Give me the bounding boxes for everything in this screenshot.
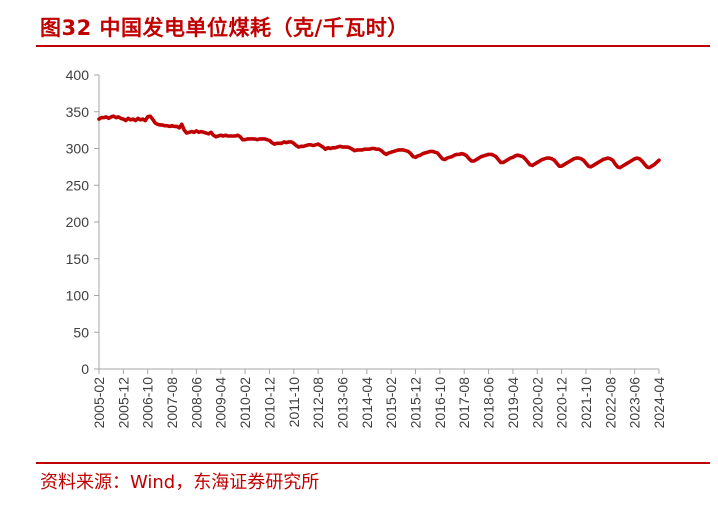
x-tick-label: 2007-08 xyxy=(164,377,180,429)
x-tick-label: 2023-06 xyxy=(627,377,643,429)
y-tick-label: 400 xyxy=(66,67,90,83)
y-axis: 0 50 100 150 200 250 300 350 400 xyxy=(66,67,100,377)
x-tick-label: 2022-08 xyxy=(602,377,618,429)
x-tick-label: 2015-02 xyxy=(383,377,399,429)
x-tick-label: 2005-02 xyxy=(91,377,107,429)
y-tick-label: 300 xyxy=(66,141,90,157)
x-tick-label: 2020-02 xyxy=(529,377,545,429)
series-layer xyxy=(97,114,661,170)
y-tick-label: 250 xyxy=(66,177,90,193)
x-tick-label: 2008-06 xyxy=(188,377,204,429)
x-tick-label: 2019-04 xyxy=(505,377,521,429)
y-tick-label: 0 xyxy=(81,361,89,377)
y-tick-label: 200 xyxy=(66,214,90,230)
x-tick-label: 2018-06 xyxy=(481,377,497,429)
y-tick-label: 100 xyxy=(66,288,90,304)
x-axis: 2005-02 2005-12 2006-10 2007-08 2008-06 2009-… xyxy=(91,368,667,429)
x-tick-label: 2011-10 xyxy=(286,377,302,428)
x-tick-label: 2020-12 xyxy=(554,377,570,429)
x-tick-label: 2017-08 xyxy=(456,377,472,429)
x-tick-label: 2010-12 xyxy=(261,377,277,429)
y-tick-label: 350 xyxy=(66,104,90,120)
x-tick-label: 2012-08 xyxy=(310,377,326,429)
x-tick-label: 2016-10 xyxy=(432,377,448,429)
y-tick-label: 50 xyxy=(73,324,89,340)
x-tick-label: 2013-06 xyxy=(334,377,350,429)
x-tick-label: 2010-02 xyxy=(237,377,253,429)
source-rule xyxy=(36,462,710,464)
x-tick-label: 2005-12 xyxy=(115,377,131,429)
y-tick-label: 150 xyxy=(66,251,90,267)
x-tick-label: 2006-10 xyxy=(140,377,156,429)
x-tick-label: 2015-12 xyxy=(408,377,424,429)
x-tick-label: 2014-04 xyxy=(359,377,375,429)
x-tick-label: 2024-04 xyxy=(651,377,667,429)
source-note: 资料来源：Wind，东海证券研究所 xyxy=(40,472,320,493)
title-rule xyxy=(36,45,710,47)
x-tick-label: 2021-10 xyxy=(578,377,594,429)
figure-title: 图32 中国发电单位煤耗（克/千瓦时） xyxy=(40,16,409,40)
x-tick-label: 2009-04 xyxy=(213,377,229,429)
series-line xyxy=(97,114,661,170)
